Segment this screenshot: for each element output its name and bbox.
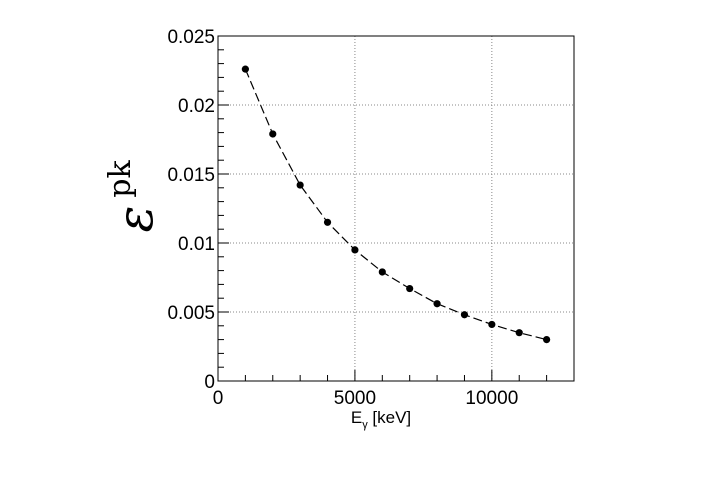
- data-point: [406, 284, 414, 293]
- data-point: [515, 329, 523, 337]
- y-tick-label: 0.01: [178, 234, 215, 255]
- data-point: [323, 218, 332, 226]
- x-tick-label: 0: [213, 388, 224, 409]
- x-axis-title-unit: [keV]: [368, 408, 411, 427]
- y-tick-label: 0.015: [167, 165, 215, 186]
- tick-labels: 0 5000 10000 0 0.005 0.01 0.015 0.02 0.025: [167, 27, 518, 409]
- grid-lines: [218, 36, 574, 381]
- series-line: [244, 68, 547, 341]
- plot-frame: [217, 35, 575, 382]
- data-point: [296, 181, 304, 189]
- x-tick-label: 5000: [334, 388, 376, 409]
- x-axis-title-subscript: γ: [362, 419, 368, 431]
- data-point: [241, 65, 249, 73]
- x-tick-label: 10000: [465, 388, 518, 409]
- y-tick-label: 0.025: [167, 27, 215, 48]
- data-point: [433, 300, 441, 308]
- data-point: [351, 246, 359, 254]
- data-point: [269, 130, 277, 138]
- y-tick-label: 0: [204, 372, 215, 393]
- data-point: [378, 268, 386, 276]
- data-point: [460, 311, 469, 319]
- data-point: [543, 336, 551, 344]
- x-axis-title: Eγ [keV]: [351, 408, 411, 431]
- x-axis-title-main: E: [351, 408, 362, 427]
- y-tick-label: 0.005: [167, 303, 215, 324]
- y-tick-label: 0.02: [178, 96, 215, 117]
- series-efficiency: [241, 65, 551, 344]
- y-axis-title-superscript: pk: [103, 159, 138, 197]
- axis-ticks: [217, 35, 575, 382]
- y-axis-title: ε pk: [103, 159, 164, 232]
- y-axis-title-main: ε: [106, 206, 164, 233]
- data-point: [488, 320, 496, 329]
